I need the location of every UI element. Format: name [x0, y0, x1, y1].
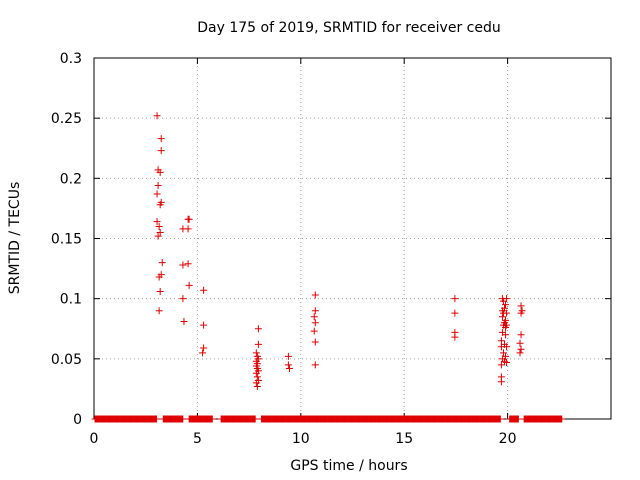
data-point	[311, 361, 319, 369]
data-point	[254, 340, 262, 348]
plot-frame	[93, 57, 612, 420]
y-tick-label: 0.15	[51, 232, 82, 248]
data-point	[517, 302, 525, 310]
data-point	[184, 225, 192, 233]
data-point	[311, 291, 319, 299]
data-point	[451, 333, 459, 341]
data-point	[499, 349, 507, 357]
data-point	[185, 281, 193, 289]
data-point	[503, 309, 511, 317]
zero-data-point	[558, 415, 566, 423]
x-tick-label: 10	[292, 431, 310, 447]
data-point	[155, 307, 163, 315]
data-point	[503, 321, 511, 329]
data-point	[157, 198, 165, 206]
x-tick-label: 15	[395, 431, 413, 447]
y-tick-label: 0	[73, 412, 82, 428]
data-point	[184, 260, 192, 268]
data-point	[254, 325, 262, 333]
data-point	[497, 361, 505, 369]
data-point	[199, 349, 207, 357]
y-tick-label: 0.3	[60, 51, 82, 67]
data-point	[497, 337, 505, 345]
data-point	[200, 321, 208, 329]
data-point	[153, 112, 161, 120]
data-point	[180, 318, 188, 326]
data-point	[310, 313, 318, 321]
y-tick-label: 0.25	[51, 111, 82, 127]
data-point	[156, 168, 164, 176]
data-point	[500, 304, 508, 312]
y-tick-label: 0.1	[60, 292, 82, 308]
zero-data-point	[251, 415, 259, 423]
data-point	[310, 327, 318, 335]
data-point	[179, 261, 187, 269]
zero-data-point	[496, 415, 504, 423]
data-point	[200, 344, 208, 352]
grid-lines	[94, 58, 611, 419]
data-point	[311, 319, 319, 327]
data-point	[252, 379, 260, 387]
data-point	[154, 232, 162, 240]
x-axis-label: GPS time / hours	[290, 458, 407, 474]
data-point	[156, 287, 164, 295]
data-point	[517, 345, 525, 353]
y-tick-label: 0.05	[51, 352, 82, 368]
data-point	[516, 339, 524, 347]
data-point	[503, 295, 511, 303]
data-point	[451, 295, 459, 303]
data-point	[253, 373, 261, 381]
data-point	[157, 271, 165, 279]
data-point	[503, 343, 511, 351]
data-point	[252, 349, 260, 357]
data-point	[502, 352, 510, 360]
data-point	[253, 383, 261, 391]
zero-data-point	[179, 415, 187, 423]
data-point	[285, 364, 293, 372]
axis-ticks: 0 0.05 0.1 0.15 0.2 0.25 0.3 0 5 10 15 20	[51, 51, 611, 447]
data-point	[153, 218, 161, 226]
data-point	[451, 309, 459, 317]
x-tick-label: 20	[499, 431, 517, 447]
data-point	[497, 378, 505, 386]
data-point	[284, 352, 292, 360]
data-point	[252, 369, 260, 377]
x-tick-label: 0	[90, 431, 99, 447]
data-point	[502, 316, 510, 324]
data-point	[156, 228, 164, 236]
y-axis-label: SRMTID / TECUs	[7, 182, 23, 295]
data-point	[153, 190, 161, 198]
zero-data-point	[153, 415, 161, 423]
data-point	[517, 331, 525, 339]
data-point	[503, 358, 511, 366]
data-point	[502, 301, 510, 309]
x-tick-label: 5	[193, 431, 202, 447]
data-point	[517, 309, 525, 317]
data-point	[284, 361, 292, 369]
data-point	[179, 295, 187, 303]
data-point	[157, 135, 165, 143]
data-point	[502, 331, 510, 339]
data-point	[185, 215, 193, 223]
data-point	[311, 307, 319, 315]
data-point	[200, 286, 208, 294]
data-point	[498, 313, 506, 321]
data-point	[311, 338, 319, 346]
zero-level-markers	[91, 415, 566, 423]
data-point	[154, 182, 162, 190]
chart-title: Day 175 of 2019, SRMTID for receiver ced…	[197, 20, 500, 36]
data-point	[158, 259, 166, 267]
data-point	[516, 349, 524, 357]
data-point	[157, 147, 165, 155]
data-points	[153, 112, 526, 391]
zero-data-point	[208, 415, 216, 423]
data-point	[155, 222, 163, 230]
y-tick-label: 0.2	[60, 171, 82, 187]
